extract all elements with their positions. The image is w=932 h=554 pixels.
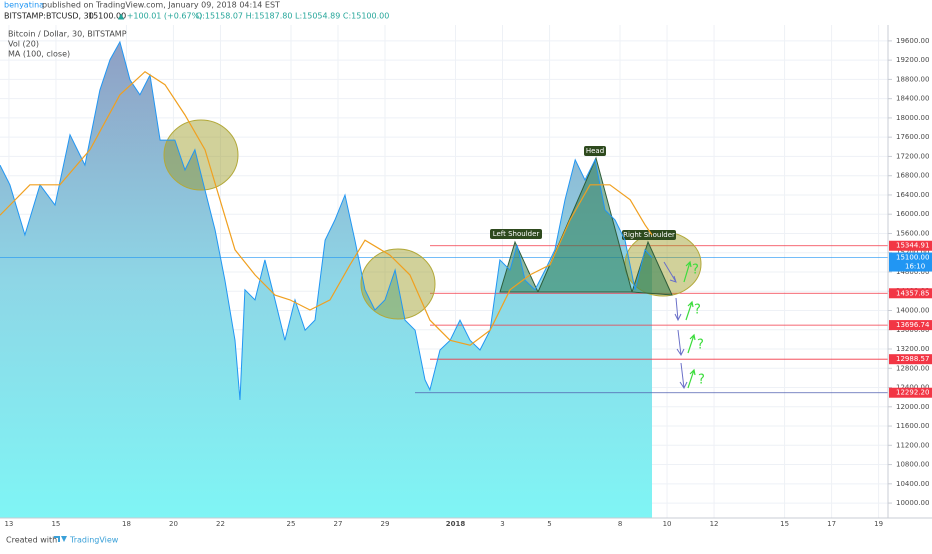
y-tick-label: 12800.00 xyxy=(896,364,929,372)
price-line xyxy=(0,40,653,401)
y-tick-label: 17200.00 xyxy=(896,152,929,160)
x-tick-label: 5 xyxy=(547,520,551,528)
question-mark: ? xyxy=(697,338,704,353)
footer xyxy=(0,530,932,550)
x-tick-label: 15 xyxy=(51,520,60,528)
last-price-label: 15100.00 xyxy=(896,254,929,262)
footer-brand: TradingView xyxy=(69,536,119,545)
level-label: 15344.91 xyxy=(896,242,929,250)
y-tick-label: 14800.00 xyxy=(896,268,929,276)
price: 15100.00 xyxy=(88,12,126,21)
y-tick-label: 19200.00 xyxy=(896,56,929,64)
brand-logo xyxy=(54,536,67,542)
annotation: Left Shoulder xyxy=(493,230,540,238)
y-tick-label: 11600.00 xyxy=(896,422,929,430)
annotation: Head xyxy=(586,147,604,155)
y-tick-label: 16000.00 xyxy=(896,210,929,218)
y-tick-label: 19600.00 xyxy=(896,37,929,45)
x-tick-label: 13 xyxy=(4,520,13,528)
author: benyatina xyxy=(4,1,44,10)
arrows xyxy=(663,261,688,389)
level-label: 12988.57 xyxy=(896,355,929,363)
price-area xyxy=(0,41,653,519)
level-label: 13696.74 xyxy=(896,321,930,329)
x-tick-label: 12 xyxy=(710,520,719,528)
ma-line xyxy=(0,70,653,346)
x-tick-label: 19 xyxy=(874,520,883,528)
x-tick-label: 20 xyxy=(169,520,178,528)
annotation-box xyxy=(490,229,542,239)
level-tag xyxy=(889,288,932,299)
y-tick-label: 14000.00 xyxy=(896,306,929,314)
y-tick-label: 10400.00 xyxy=(896,480,929,488)
y-tick-label: 18400.00 xyxy=(896,95,929,103)
y-tick-label: 10800.00 xyxy=(896,461,929,469)
question-mark: ? xyxy=(698,373,705,388)
y-tick-label: 16800.00 xyxy=(896,172,929,180)
head-shape xyxy=(537,156,633,293)
price-axis xyxy=(888,25,932,530)
question-mark: ? xyxy=(692,263,699,278)
y-tick-label: 18000.00 xyxy=(896,114,929,122)
annotation-box xyxy=(622,230,676,240)
drawings: ? ? ? ? Left Shoulder Head Right Shoulde… xyxy=(163,119,705,389)
level-tag xyxy=(889,387,932,398)
footer-created: Created with xyxy=(6,536,57,545)
annotation: Right Shoulder xyxy=(623,231,675,239)
legend-entry: Bitcoin / Dollar, 30, BITSTAMP xyxy=(8,30,127,39)
x-tick-label: 3 xyxy=(500,520,504,528)
x-tick-label: 10 xyxy=(663,520,672,528)
y-tick-label: 17600.00 xyxy=(896,133,929,141)
annotation-box xyxy=(584,146,606,156)
level-tag xyxy=(889,354,932,365)
legend-entry: Vol (20) xyxy=(8,40,39,49)
x-tick-label: 18 xyxy=(122,520,131,528)
published: published on TradingView.com, January 09… xyxy=(42,1,280,10)
x-tick-label: 17 xyxy=(827,520,836,528)
x-tick-label: 22 xyxy=(216,520,225,528)
y-tick-label: 18800.00 xyxy=(896,75,929,83)
level-label: 12292.20 xyxy=(896,389,929,397)
x-tick-label: 29 xyxy=(381,520,390,528)
level-tag xyxy=(889,240,932,251)
question-mark: ? xyxy=(694,303,701,318)
up-arrows xyxy=(683,260,696,389)
y-tick-label: 16400.00 xyxy=(896,191,929,199)
last-price-time: 16:10 xyxy=(905,263,925,271)
ohlc: O:15158.07 H:15187.80 L:15054.89 C:15100… xyxy=(196,12,389,21)
change: ▲ +100.01 (+0.67%) xyxy=(118,12,202,21)
y-tick-label: 15600.00 xyxy=(896,229,929,237)
highlight-ellipse xyxy=(163,119,239,191)
y-tick-label: 10000.00 xyxy=(896,499,929,507)
y-tick-label: 13200.00 xyxy=(896,345,929,353)
x-tick-label: 8 xyxy=(618,520,622,528)
last-price-tag xyxy=(889,252,932,272)
x-tick-label: 15 xyxy=(780,520,789,528)
x-tick-label: 2018 xyxy=(446,520,466,528)
level-label: 14357.85 xyxy=(896,289,929,297)
level-tag xyxy=(889,320,932,331)
x-tick-label: 27 xyxy=(334,520,343,528)
y-tick-label: 11200.00 xyxy=(896,441,929,449)
y-tick-label: 12000.00 xyxy=(896,403,929,411)
legend-entry: MA (100, close) xyxy=(8,50,70,59)
right-shoulder-shape xyxy=(631,240,673,296)
question-marks: ? ? ? ? xyxy=(692,263,705,388)
y-tick-label: 12400.00 xyxy=(896,384,929,392)
symbol: BITSTAMP:BTCUSD, 30 xyxy=(4,12,94,21)
x-tick-label: 25 xyxy=(287,520,296,528)
